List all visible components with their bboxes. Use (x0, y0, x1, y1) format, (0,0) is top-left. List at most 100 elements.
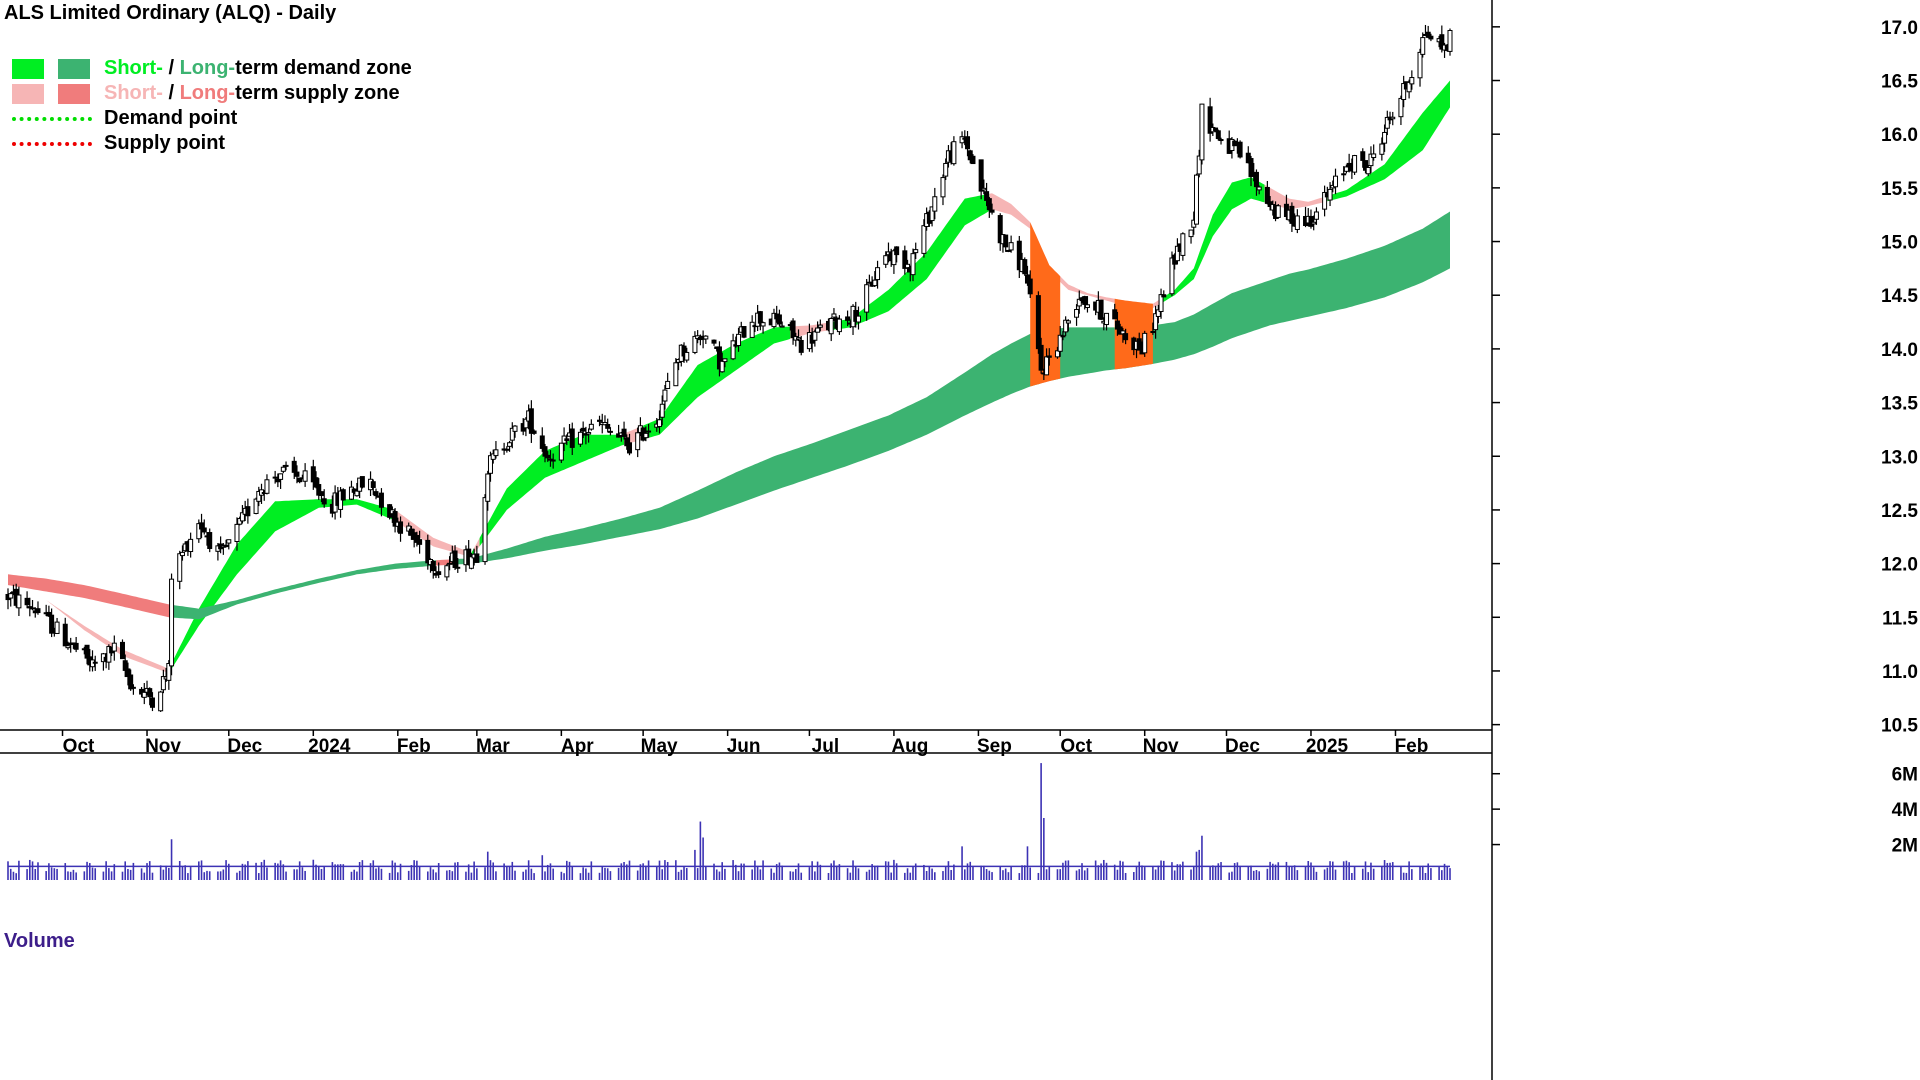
candle (512, 425, 518, 438)
legend-separator: / (162, 57, 180, 79)
volume-tick-label: 2M (1892, 836, 1918, 857)
price-tick-label: 11.5 (1882, 608, 1918, 629)
candle (523, 417, 529, 437)
candle (1371, 144, 1377, 161)
candle (1161, 290, 1167, 298)
candle (790, 318, 796, 345)
candle (902, 245, 908, 275)
candle (1382, 124, 1388, 152)
candle (119, 639, 125, 660)
candle (1150, 322, 1156, 335)
candle (1343, 164, 1349, 174)
candle (703, 335, 709, 344)
legend-supply-zone: Short- / Long-term supply zone (12, 81, 412, 106)
candle (111, 635, 117, 661)
candle (1027, 270, 1033, 298)
candle (580, 421, 586, 439)
candle (272, 470, 278, 484)
candle (1008, 235, 1014, 253)
price-tick-label: 15.5 (1881, 179, 1918, 200)
candle (1054, 346, 1060, 359)
candle (340, 488, 346, 501)
candle (92, 655, 98, 671)
candle (46, 605, 52, 618)
candle (485, 470, 491, 511)
short-term-zone-demand (479, 433, 625, 547)
short-term-zone-supply (1264, 184, 1328, 210)
candle (1065, 319, 1071, 332)
candle (965, 131, 971, 157)
long-term-zone (8, 211, 1450, 620)
month-tick-label: May (641, 736, 678, 757)
short-term-zone-demand (828, 193, 990, 331)
price-tick-label: 14.5 (1881, 286, 1918, 307)
candle (130, 684, 136, 695)
candle (452, 545, 458, 571)
candle (106, 644, 112, 670)
candle (1193, 173, 1199, 225)
candle (989, 203, 995, 215)
candle (1022, 257, 1028, 276)
candle (90, 650, 96, 672)
candle (24, 591, 30, 609)
candle (1123, 328, 1129, 345)
candle (392, 508, 398, 533)
candle (73, 636, 79, 653)
long-term-zone-supply (8, 574, 172, 618)
candle (1322, 185, 1328, 217)
legend-supply-text: term supply zone (235, 82, 400, 104)
candle (1060, 331, 1066, 341)
candle (635, 427, 641, 458)
candle (1142, 330, 1148, 357)
candle (621, 421, 627, 440)
candle (310, 459, 316, 490)
candle (831, 308, 837, 321)
month-tick-label: Nov (145, 736, 181, 757)
candle (1180, 232, 1186, 261)
candle (1104, 312, 1110, 331)
candle (1016, 235, 1022, 278)
long-term-zone-demand (171, 560, 436, 620)
candle (370, 479, 376, 495)
candle (929, 206, 935, 227)
candle (1044, 348, 1050, 376)
month-tick-label: Apr (561, 736, 594, 757)
candle (1368, 146, 1374, 174)
long-supply-swatch (58, 83, 90, 104)
short-demand-swatch (12, 58, 44, 79)
candle (981, 179, 987, 195)
candle (321, 489, 327, 508)
candle (1439, 25, 1445, 53)
candle (1362, 160, 1368, 174)
candle (1390, 111, 1396, 126)
candle (940, 174, 946, 206)
candle (812, 329, 818, 347)
candle (1311, 215, 1317, 231)
candle (959, 131, 965, 149)
chart-title: ALS Limited Ordinary (ALQ) - Daily (4, 2, 337, 24)
month-tick-label: Nov (1143, 736, 1179, 757)
price-tick-label: 13.5 (1881, 394, 1918, 415)
candle (468, 553, 474, 570)
candle (1313, 207, 1319, 225)
candle (711, 339, 717, 346)
candle (444, 563, 450, 581)
candle (139, 687, 145, 698)
month-tick-label: Feb (397, 736, 431, 757)
candle (875, 260, 881, 289)
candle (545, 451, 551, 462)
candle (910, 248, 916, 282)
candle (169, 573, 175, 676)
candle (542, 443, 548, 463)
candle (646, 423, 652, 438)
candle (436, 562, 442, 579)
candle (607, 427, 613, 436)
candle (1153, 305, 1159, 339)
candle (125, 662, 131, 686)
candle (302, 463, 308, 487)
candle (1428, 33, 1434, 42)
candle (1199, 103, 1205, 165)
candle (201, 519, 207, 535)
candle (872, 271, 878, 288)
candle (1253, 169, 1259, 196)
